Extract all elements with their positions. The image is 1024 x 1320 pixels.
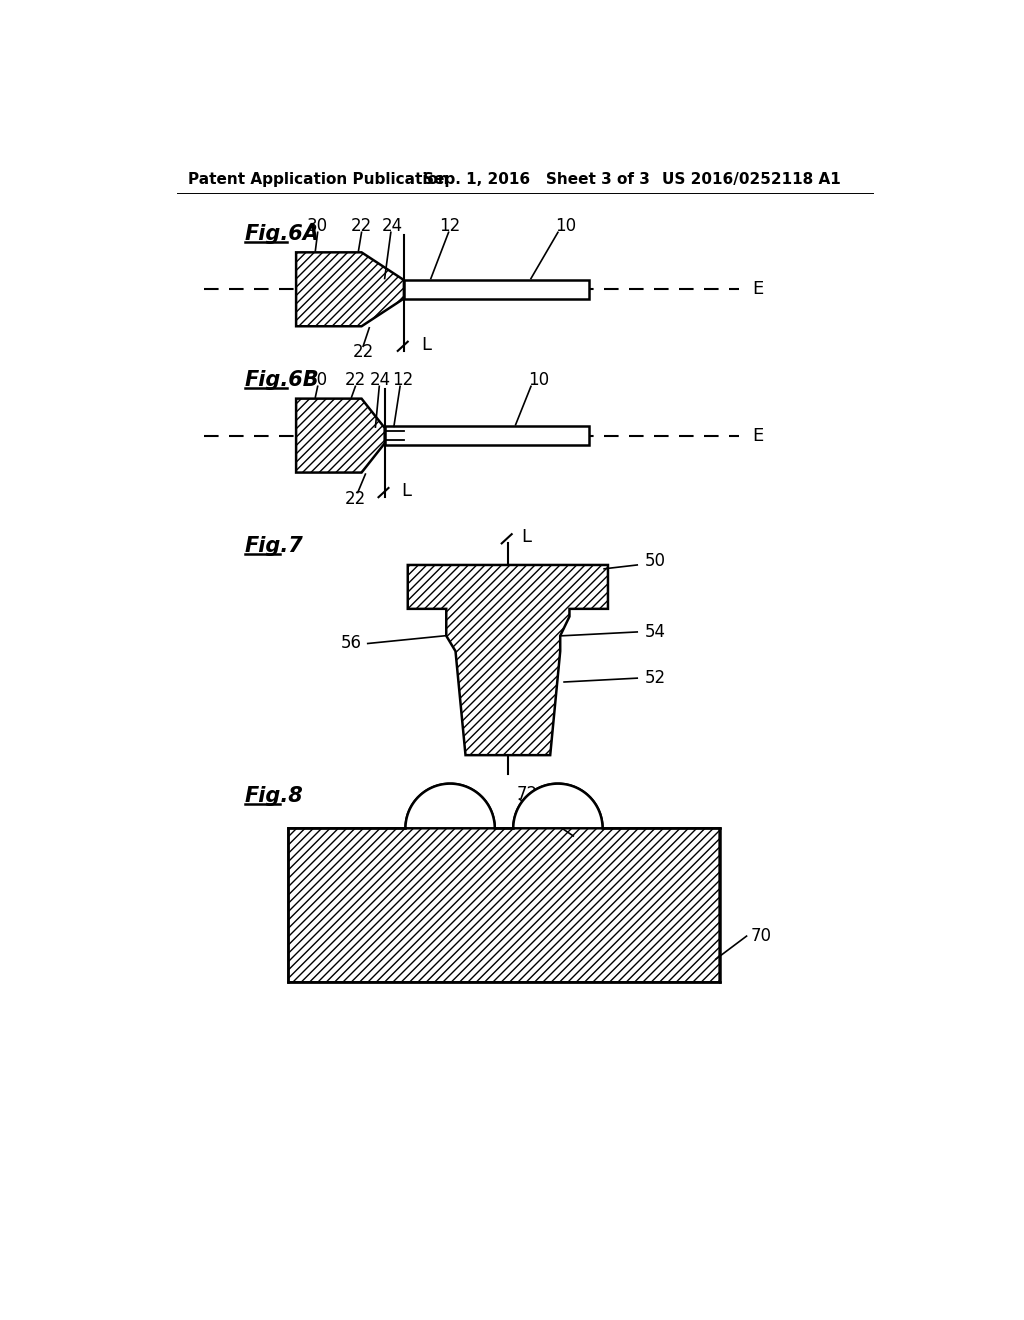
Text: 70: 70 [751, 927, 771, 945]
Text: 22: 22 [351, 218, 372, 235]
Polygon shape [406, 784, 495, 829]
Text: E: E [753, 426, 764, 445]
Text: Sep. 1, 2016   Sheet 3 of 3: Sep. 1, 2016 Sheet 3 of 3 [423, 173, 650, 187]
Text: 10: 10 [555, 218, 577, 235]
Text: US 2016/0252118 A1: US 2016/0252118 A1 [662, 173, 841, 187]
Text: Fig.7: Fig.7 [245, 536, 303, 556]
Text: L: L [521, 528, 531, 546]
Text: 24: 24 [371, 371, 391, 389]
Polygon shape [408, 565, 608, 755]
Text: 24: 24 [382, 218, 402, 235]
Text: Patent Application Publication: Patent Application Publication [188, 173, 450, 187]
Text: Fig.6B: Fig.6B [245, 370, 319, 391]
Text: 30: 30 [307, 371, 329, 389]
Bar [385, 426, 589, 445]
Bar [403, 280, 589, 298]
Text: L: L [421, 335, 431, 354]
Text: 22: 22 [352, 343, 374, 362]
Text: 72: 72 [516, 784, 538, 803]
Polygon shape [289, 784, 720, 982]
Text: L: L [401, 482, 412, 500]
Text: 52: 52 [645, 669, 666, 688]
Text: 10: 10 [528, 371, 549, 389]
Text: 50: 50 [645, 552, 666, 570]
Polygon shape [296, 252, 403, 326]
Text: 56: 56 [341, 635, 361, 652]
Text: 22: 22 [345, 371, 366, 389]
Polygon shape [296, 399, 385, 473]
Text: 22: 22 [345, 490, 366, 508]
Text: 12: 12 [392, 371, 413, 389]
Text: E: E [753, 280, 764, 298]
Polygon shape [513, 784, 602, 829]
Text: 54: 54 [645, 623, 666, 642]
Text: 30: 30 [307, 218, 329, 235]
Text: Fig.8: Fig.8 [245, 785, 303, 807]
Text: Fig.6A: Fig.6A [245, 224, 319, 244]
Text: 12: 12 [439, 218, 461, 235]
